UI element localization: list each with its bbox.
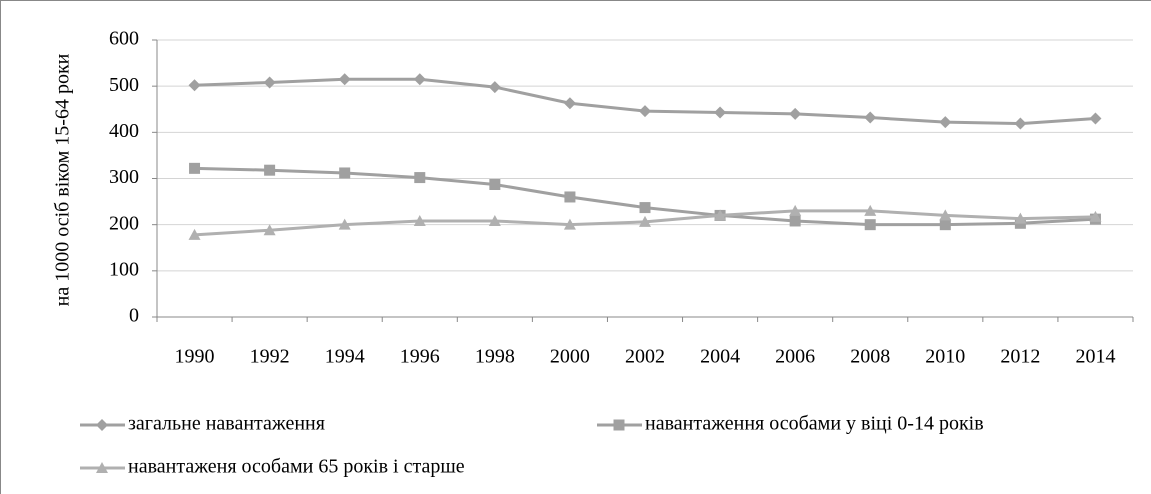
data-point (639, 202, 651, 214)
x-tick-label: 1996 (400, 346, 440, 368)
data-point (789, 204, 802, 216)
x-tick-label: 2012 (1000, 346, 1040, 368)
data-point (864, 111, 877, 124)
data-point (339, 167, 351, 179)
x-tick-label: 1998 (475, 346, 515, 368)
legend-label: навантаження особами у віці 0-14 років (645, 413, 984, 435)
data-point (263, 224, 276, 236)
data-point (563, 218, 576, 230)
data-point (488, 214, 501, 226)
y-tick-label: 200 (109, 212, 139, 234)
data-point (639, 215, 651, 227)
y-tick-label: 400 (109, 120, 139, 142)
data-point (939, 219, 951, 231)
data-point (714, 209, 727, 221)
data-point (939, 209, 952, 221)
y-tick-label: 500 (109, 74, 139, 96)
x-tick-label: 1990 (175, 346, 215, 368)
data-point (563, 97, 576, 110)
x-tick-label: 2000 (550, 346, 590, 368)
data-point (789, 215, 801, 227)
data-point (189, 162, 201, 174)
y-axis-label: на 1000 осіб віком 15-64 роки (52, 53, 74, 306)
data-point (413, 73, 426, 86)
data-point (939, 116, 952, 129)
data-point (639, 105, 651, 118)
data-point (564, 191, 576, 203)
x-tick-label: 2004 (700, 346, 740, 368)
y-tick-label: 600 (109, 28, 139, 50)
data-point (414, 172, 426, 184)
x-tick-label: 2008 (850, 346, 890, 368)
legend-marker (613, 419, 625, 431)
data-point (188, 79, 201, 92)
data-point (188, 228, 201, 240)
x-tick-label: 2006 (775, 346, 815, 368)
data-point (714, 106, 727, 119)
x-tick-label: 1994 (325, 346, 365, 368)
x-tick-label: 1992 (250, 346, 290, 368)
data-point (413, 214, 426, 226)
x-tick-label: 2002 (625, 346, 665, 368)
data-point (263, 76, 276, 89)
data-point (488, 81, 501, 94)
data-point (489, 179, 501, 191)
data-point (338, 73, 351, 86)
legend-marker (96, 462, 108, 473)
legend-marker (96, 419, 108, 431)
x-tick-label: 2014 (1075, 346, 1115, 368)
legend-label: навантаженя особами 65 років і старше (128, 456, 465, 478)
data-point (1089, 112, 1102, 125)
x-tick-label: 2010 (925, 346, 965, 368)
y-tick-label: 0 (129, 305, 139, 327)
data-point (864, 219, 876, 231)
y-tick-label: 300 (109, 166, 139, 188)
data-point (864, 204, 877, 216)
y-tick-label: 100 (109, 258, 139, 280)
data-point (264, 164, 276, 176)
data-point (338, 218, 351, 230)
data-point (1014, 212, 1027, 224)
data-point (1014, 117, 1027, 130)
data-point (789, 107, 802, 120)
data-point (1089, 210, 1102, 222)
legend-label: загальне навантаження (128, 413, 325, 435)
